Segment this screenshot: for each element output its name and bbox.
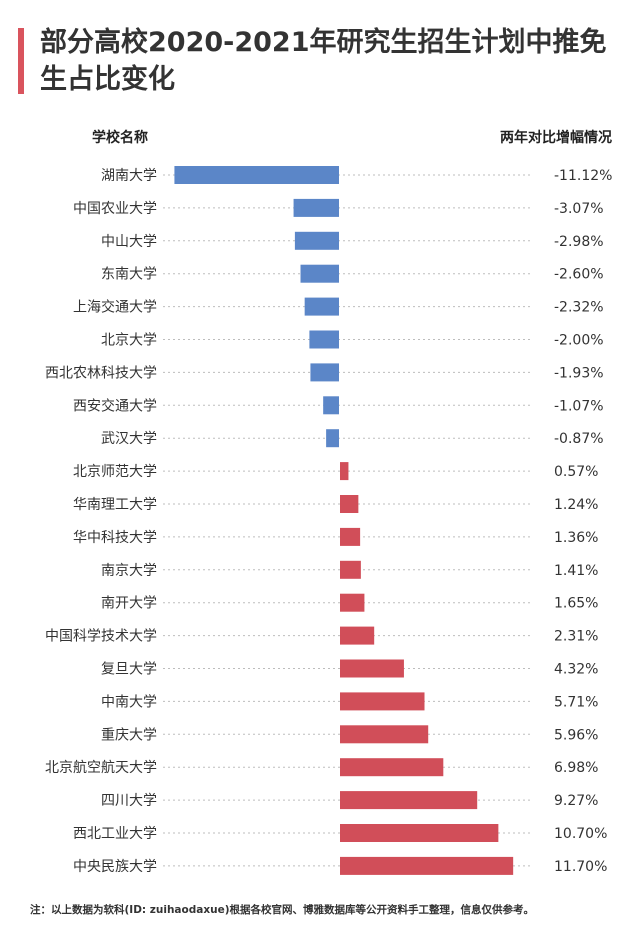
category-label: 复旦大学 xyxy=(101,661,157,678)
category-label: 武汉大学 xyxy=(101,431,157,447)
category-label: 中国科学技术大学 xyxy=(45,629,157,645)
category-label: 重庆大学 xyxy=(101,727,157,743)
category-label: 华中科技大学 xyxy=(73,530,157,546)
category-label: 湖南大学 xyxy=(101,168,157,184)
value-label: -1.93% xyxy=(554,365,604,381)
bar xyxy=(310,363,339,382)
footnote: 注：以上数据为软科(ID: zuihaodaxue)根据各校官网、博雅数据库等公… xyxy=(30,904,535,916)
bar xyxy=(340,791,478,810)
bar xyxy=(340,725,429,744)
category-label: 上海交通大学 xyxy=(73,299,157,316)
value-label: -11.12% xyxy=(554,168,612,184)
value-label: 5.71% xyxy=(554,694,598,710)
value-label: 0.57% xyxy=(554,464,598,480)
value-label: 2.31% xyxy=(554,629,598,645)
bar xyxy=(340,856,514,875)
category-label: 四川大学 xyxy=(101,793,157,809)
value-label: -2.98% xyxy=(554,234,604,250)
value-label: 5.96% xyxy=(554,727,598,743)
bar xyxy=(340,462,349,481)
bar xyxy=(340,626,375,645)
bar xyxy=(174,166,339,184)
bar xyxy=(340,593,365,612)
value-label: 1.36% xyxy=(554,530,598,546)
category-label: 中国农业大学 xyxy=(73,201,157,217)
category-label: 北京师范大学 xyxy=(73,463,157,480)
school-name-column-header: 学校名称 xyxy=(92,130,148,146)
bar xyxy=(340,560,361,579)
category-label: 北京大学 xyxy=(101,333,157,349)
bar xyxy=(300,264,339,283)
bar xyxy=(340,758,444,777)
category-label: 中山大学 xyxy=(101,234,157,250)
value-label: 4.32% xyxy=(554,662,598,678)
value-label: 1.41% xyxy=(554,563,598,579)
bar xyxy=(340,824,499,842)
value-label: 10.70% xyxy=(554,826,607,842)
bar xyxy=(340,692,425,711)
category-label: 西北工业大学 xyxy=(73,826,157,842)
bar xyxy=(326,429,339,448)
chart-title: 部分高校2020-2021年研究生招生计划中推免生占比变化 xyxy=(40,27,607,95)
bar xyxy=(293,198,339,217)
category-label: 南京大学 xyxy=(101,563,157,579)
value-label: 9.27% xyxy=(554,793,598,809)
value-label: -2.32% xyxy=(554,300,604,316)
value-label: 1.24% xyxy=(554,497,598,513)
bar-chart: 湖南大学 -11.12% 中国农业大学 -3.07% 中山大学 -2.98% 东南大学 -2.… xyxy=(45,166,612,875)
category-label: 西北农林科技大学 xyxy=(45,365,157,381)
value-label: -2.00% xyxy=(554,333,604,349)
bar xyxy=(323,396,339,415)
change-column-header: 两年对比增幅情况 xyxy=(500,130,612,146)
value-label: -2.60% xyxy=(554,267,604,283)
bar xyxy=(340,527,361,546)
category-label: 中央民族大学 xyxy=(73,859,157,875)
category-label: 华南理工大学 xyxy=(73,497,157,513)
value-label: 1.65% xyxy=(554,596,598,612)
value-label: -0.87% xyxy=(554,431,604,447)
bar xyxy=(309,330,339,349)
bar xyxy=(340,659,404,678)
bar xyxy=(340,495,359,513)
category-label: 北京航空航天大学 xyxy=(45,760,157,776)
bar xyxy=(294,231,339,250)
category-label: 南开大学 xyxy=(101,596,157,612)
category-label: 西安交通大学 xyxy=(73,397,157,414)
category-label: 东南大学 xyxy=(101,267,157,283)
value-label: -1.07% xyxy=(554,398,604,414)
value-label: 11.70% xyxy=(554,859,607,875)
bar xyxy=(304,297,339,316)
title-accent-bar xyxy=(18,28,24,94)
category-label: 中南大学 xyxy=(101,694,157,710)
value-label: -3.07% xyxy=(554,201,604,217)
value-label: 6.98% xyxy=(554,760,598,776)
